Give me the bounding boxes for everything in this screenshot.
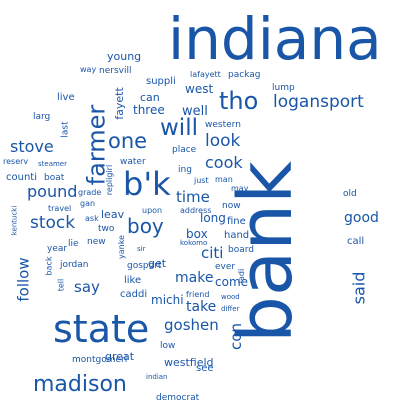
word-will: will — [160, 115, 198, 141]
word-place: place — [172, 145, 197, 155]
word-gosport: get — [148, 257, 167, 270]
word-hand: box — [186, 227, 208, 241]
word-way: way — [80, 65, 97, 74]
word-water: water — [120, 157, 146, 167]
word-lafayett: lafayett — [190, 70, 221, 79]
word-grade: grade — [78, 188, 102, 197]
word-stock: stock — [30, 213, 76, 233]
word-suppli: suppli — [146, 76, 176, 87]
word-logansport: logansport — [273, 92, 364, 112]
word-young: young — [107, 50, 142, 63]
word-bk: b'k — [123, 165, 171, 203]
word-leav: two — [98, 224, 115, 234]
word-con: con — [226, 323, 245, 350]
word-box: fine — [227, 216, 246, 227]
word-fayett: fayett — [112, 87, 126, 120]
word-reserv: reserv — [3, 157, 29, 166]
word-time: time — [176, 188, 210, 206]
word-montgomeri: low — [160, 341, 176, 351]
word-look: look — [205, 131, 241, 151]
word-travel: travel — [48, 204, 72, 213]
word-one: one — [108, 129, 148, 153]
word-ladi: ever — [215, 262, 236, 272]
word-like: gosport — [127, 261, 162, 271]
word-indiana: indiana — [168, 5, 382, 73]
word-goshen: goshen — [164, 316, 219, 334]
word-old: good — [344, 210, 379, 226]
word-repligirl: repligirl — [105, 164, 115, 196]
word-upon: leav — [101, 208, 125, 221]
word-ask: ask — [85, 214, 99, 223]
word-steamer: steamer — [38, 160, 67, 168]
word-democrat: indian — [146, 373, 168, 381]
word-best: yanke — [116, 235, 126, 259]
word-may: may — [231, 184, 249, 193]
word-well: well — [182, 104, 208, 119]
word-michi: caddi — [120, 289, 148, 300]
word-indian: see — [196, 363, 214, 374]
word-boat: boat — [44, 173, 65, 183]
word-follow: follow — [14, 257, 33, 302]
word-good: call — [347, 236, 365, 247]
word-differ: wood — [221, 293, 240, 301]
word-counti: counti — [6, 172, 37, 183]
word-nersvill: nersvill — [99, 66, 132, 76]
word-address: upon — [142, 206, 163, 215]
word-live: live — [57, 92, 75, 103]
word-new: new — [87, 237, 106, 247]
word-long: kokomo — [180, 239, 208, 247]
word-man: man — [215, 175, 233, 184]
word-tho: tho — [219, 87, 259, 115]
word-caddi: like — [124, 275, 142, 286]
word-state: state — [53, 307, 150, 351]
word-madison: madison — [33, 372, 127, 397]
word-boy: boy — [127, 214, 164, 238]
word-two: tell — [56, 278, 66, 292]
word-call: come — [215, 275, 249, 289]
word-west: west — [185, 82, 214, 96]
word-fine: long — [200, 211, 226, 225]
word-larg: larg — [33, 112, 51, 122]
word-stove: stove — [10, 137, 54, 156]
word-friend: michi — [151, 293, 184, 307]
word-ever: board — [228, 245, 254, 255]
word-citi: citi — [201, 244, 224, 262]
word-last: last — [60, 121, 71, 138]
word-make: make — [175, 270, 214, 286]
word-jordan-tell: jordan — [60, 260, 89, 270]
word-see: westfield — [164, 356, 214, 369]
word-gan: gan — [80, 199, 96, 208]
word-sir: address — [180, 206, 212, 215]
word-yanke: democrat — [156, 393, 200, 403]
word-take: take — [186, 299, 217, 315]
word-pound: pound — [27, 182, 78, 201]
word-board: now — [222, 201, 241, 211]
word-lie: lie — [68, 239, 79, 249]
word-just: just — [194, 176, 209, 185]
word-kokomo: sir — [137, 245, 146, 253]
word-westfield: great — [105, 350, 135, 363]
word-year: year — [47, 244, 68, 254]
word-western: western — [205, 120, 241, 130]
word-three: three — [133, 103, 165, 117]
word-low: old — [343, 189, 357, 199]
word-lump: lump — [272, 83, 295, 93]
word-kentucki: kentucki — [10, 205, 19, 236]
word-wood: friend — [186, 290, 210, 299]
word-back: back — [44, 256, 54, 276]
word-ing: ing — [178, 165, 192, 175]
word-great: montgomeri — [72, 355, 128, 365]
word-come: differ — [221, 305, 240, 313]
word-packag: packag — [228, 70, 261, 80]
word-say: say — [74, 278, 100, 296]
word-now: hand — [224, 230, 250, 241]
word-cook: cook — [205, 153, 243, 172]
word-can: can — [140, 91, 160, 104]
word-said: said — [349, 271, 369, 305]
